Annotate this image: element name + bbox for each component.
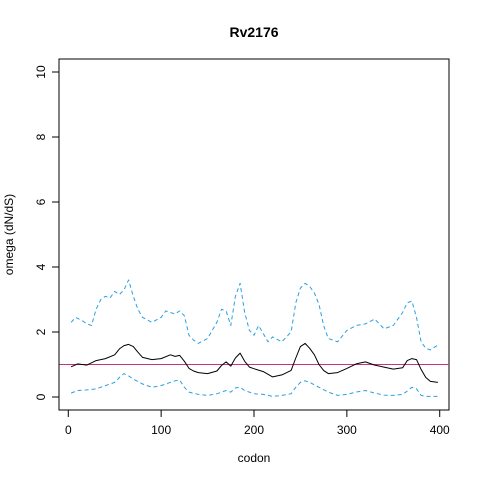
y-tick-label: 4 [34,263,48,270]
chart-title: Rv2176 [229,24,278,40]
series-line-1 [70,279,439,351]
x-tick-label: 400 [430,423,450,437]
y-axis-label: omega (dN/dS) [2,194,16,275]
x-tick-label: 0 [65,423,72,437]
x-axis-label: codon [238,451,271,465]
series-line-2 [70,373,438,397]
y-tick-label: 2 [34,328,48,335]
y-tick-label: 8 [34,133,48,140]
series-line-0 [70,342,438,383]
x-tick-label: 200 [244,423,264,437]
x-tick-label: 100 [151,423,171,437]
plot-frame [58,58,450,411]
x-axis: 0 100 200 300 400 [65,409,450,437]
x-tick-label: 300 [337,423,357,437]
y-axis: 0 2 4 6 8 10 [34,65,60,400]
y-tick-label: 0 [34,393,48,400]
series-layer [70,279,439,397]
y-tick-label: 10 [34,65,48,79]
y-tick-label: 6 [34,198,48,205]
